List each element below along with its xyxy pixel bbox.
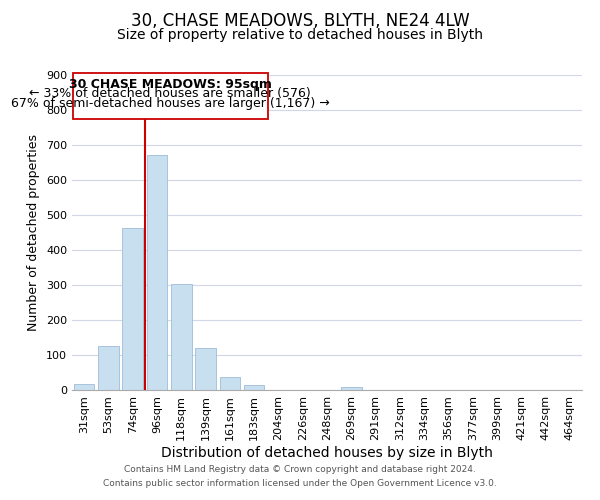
Bar [146,155,167,390]
Text: Size of property relative to detached houses in Blyth: Size of property relative to detached ho… [117,28,483,42]
Y-axis label: Number of detached properties: Number of detached properties [28,134,40,331]
Bar [122,228,143,390]
Text: 30 CHASE MEADOWS: 95sqm: 30 CHASE MEADOWS: 95sqm [69,78,272,91]
Bar [171,284,191,390]
Bar [74,384,94,390]
Bar [98,346,119,390]
Bar [244,386,265,390]
Text: 67% of semi-detached houses are larger (1,167) →: 67% of semi-detached houses are larger (… [11,96,330,110]
Text: ← 33% of detached houses are smaller (576): ← 33% of detached houses are smaller (57… [29,87,311,100]
Text: Contains HM Land Registry data © Crown copyright and database right 2024.
Contai: Contains HM Land Registry data © Crown c… [103,466,497,487]
Text: 30, CHASE MEADOWS, BLYTH, NE24 4LW: 30, CHASE MEADOWS, BLYTH, NE24 4LW [131,12,469,30]
Bar [341,387,362,390]
Bar [195,348,216,390]
Bar [220,377,240,390]
Bar [73,73,268,118]
X-axis label: Distribution of detached houses by size in Blyth: Distribution of detached houses by size … [161,446,493,460]
